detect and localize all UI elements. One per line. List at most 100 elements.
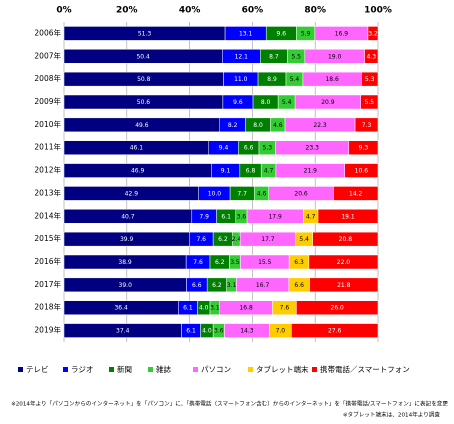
value-label: 9.6 xyxy=(277,30,287,37)
y-tick-label: 2013年 xyxy=(34,187,61,197)
value-label: 6.6 xyxy=(244,145,254,152)
value-label: 4.0 xyxy=(199,305,209,312)
legend-swatch xyxy=(312,367,317,372)
value-label: 3.1 xyxy=(227,282,237,289)
value-label: 46.9 xyxy=(131,168,145,175)
value-label: 8.7 xyxy=(269,53,279,60)
value-label: 46.1 xyxy=(130,145,144,152)
y-tick-label: 2014年 xyxy=(34,210,61,220)
value-label: 12.1 xyxy=(235,53,249,60)
value-label: 16.9 xyxy=(335,30,349,37)
value-label: 23.3 xyxy=(306,145,320,152)
legend-swatch xyxy=(148,367,153,372)
value-label: 4.0 xyxy=(202,328,212,335)
x-tick-label: 0% xyxy=(56,6,71,16)
x-tick-label: 80% xyxy=(304,6,326,16)
legend-label: 新聞 xyxy=(117,364,132,374)
value-label: 9.3 xyxy=(359,145,369,152)
value-label: 5.5 xyxy=(365,99,375,106)
y-tick-label: 2015年 xyxy=(34,233,61,243)
x-tick-label: 100% xyxy=(364,6,392,16)
y-tick-label: 2016年 xyxy=(34,256,61,266)
value-label: 11.0 xyxy=(234,76,248,83)
legend-swatch xyxy=(248,367,253,372)
value-label: 15.5 xyxy=(258,259,272,266)
y-tick-label: 2017年 xyxy=(34,279,61,289)
value-label: 21.9 xyxy=(304,168,318,175)
value-label: 6.2 xyxy=(212,282,222,289)
value-label: 7.6 xyxy=(196,236,206,243)
value-label: 6.6 xyxy=(294,282,304,289)
value-label: 7.6 xyxy=(193,259,203,266)
value-label: 20.6 xyxy=(294,190,308,197)
value-label: 3.5 xyxy=(230,259,240,266)
value-label: 21.8 xyxy=(337,282,351,289)
y-tick-label: 2019年 xyxy=(34,325,61,335)
value-label: 9.4 xyxy=(219,145,229,152)
value-label: 42.9 xyxy=(125,190,139,197)
value-label: 7.7 xyxy=(237,190,247,197)
value-label: 4.6 xyxy=(257,190,267,197)
note: ※2014年より「パソコンからのインターネット」を「パソコン」に、「携帯電話（ス… xyxy=(11,400,448,408)
value-label: 36.4 xyxy=(114,305,128,312)
bar-segment xyxy=(296,300,379,315)
bar-segment xyxy=(361,71,379,87)
value-label: 17.9 xyxy=(268,213,282,220)
value-label: 5.4 xyxy=(282,99,292,106)
bar-segment xyxy=(308,254,379,270)
value-label: 8.9 xyxy=(267,76,277,83)
bar-segment xyxy=(333,186,379,201)
value-label: 19.0 xyxy=(328,53,342,60)
y-tick-label: 2008年 xyxy=(34,73,61,83)
y-tick-label: 2006年 xyxy=(34,27,61,37)
x-tick-label: 20% xyxy=(116,6,138,16)
value-label: 9.6 xyxy=(233,99,243,106)
y-tick-label: 2007年 xyxy=(34,50,61,60)
value-label: 3.6 xyxy=(237,213,247,220)
value-label: 6.2 xyxy=(218,236,228,243)
value-label: 2.4 xyxy=(232,236,242,243)
value-label: 40.7 xyxy=(121,213,135,220)
value-label: 6.1 xyxy=(221,213,231,220)
value-label: 10.6 xyxy=(355,168,369,175)
value-label: 5.3 xyxy=(365,76,375,83)
bar-segment xyxy=(344,163,379,178)
value-label: 9.1 xyxy=(221,168,231,175)
legend-label: テレビ xyxy=(26,365,49,374)
value-label: 16.7 xyxy=(256,282,270,289)
value-label: 5.9 xyxy=(301,30,311,37)
bar-segment xyxy=(317,209,379,224)
legend-swatch xyxy=(18,367,23,372)
legend-label: パソコン xyxy=(201,365,231,374)
bar-segment xyxy=(354,117,379,133)
value-label: 6.1 xyxy=(183,305,193,312)
value-label: 20.8 xyxy=(339,236,353,243)
y-tick-label: 2010年 xyxy=(34,119,61,129)
y-tick-label: 2012年 xyxy=(34,165,61,175)
value-label: 50.4 xyxy=(136,53,150,60)
value-label: 6.2 xyxy=(215,259,225,266)
value-label: 22.0 xyxy=(337,259,351,266)
value-label: 5.3 xyxy=(263,145,273,152)
bar-segment xyxy=(364,49,379,64)
value-label: 8.2 xyxy=(228,122,238,129)
value-label: 8.0 xyxy=(253,122,263,129)
legend-label: 携帯電話／スマートフォン xyxy=(320,364,410,374)
value-label: 19.1 xyxy=(341,213,355,220)
y-tick-label: 2009年 xyxy=(34,96,61,106)
bar-segment xyxy=(348,140,379,155)
legend-swatch xyxy=(63,367,68,372)
value-label: 16.8 xyxy=(239,305,253,312)
value-label: 50.8 xyxy=(137,76,151,83)
value-label: 7.9 xyxy=(199,213,209,220)
y-tick-label: 2011年 xyxy=(34,142,61,152)
value-label: 13.1 xyxy=(239,30,253,37)
value-label: 14.3 xyxy=(240,328,254,335)
value-label: 6.1 xyxy=(186,328,196,335)
value-label: 8.0 xyxy=(261,99,271,106)
value-label: 3.1 xyxy=(210,305,220,312)
value-label: 39.0 xyxy=(119,282,133,289)
y-tick-label: 2018年 xyxy=(34,302,61,312)
value-label: 4.6 xyxy=(273,122,283,129)
